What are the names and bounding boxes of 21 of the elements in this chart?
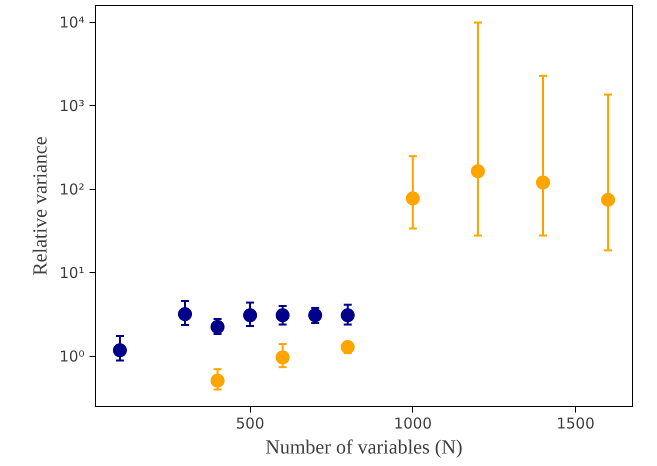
point — [178, 307, 192, 322]
x-tick-label: 1000 — [394, 414, 432, 432]
point — [536, 176, 550, 190]
point — [276, 308, 290, 322]
point — [470, 164, 485, 178]
point — [243, 308, 258, 322]
y-tick-label: 10³ — [59, 96, 85, 115]
x-tick-label: 500 — [236, 414, 264, 432]
point — [112, 343, 127, 358]
point — [210, 374, 225, 388]
point — [601, 192, 616, 207]
x-axis-title: Number of variables (N) — [265, 436, 463, 458]
y-tick-label: 10¹ — [59, 264, 85, 282]
x-tick-label: 1500 — [556, 414, 595, 432]
point — [340, 308, 355, 322]
y-tick-label: 10⁰ — [59, 347, 85, 366]
y-tick-label: 10⁴ — [59, 14, 85, 32]
point — [276, 350, 290, 364]
y-axis-title: Relative variance — [29, 136, 52, 276]
point — [406, 191, 420, 206]
y-tick-label: 10² — [59, 180, 85, 198]
